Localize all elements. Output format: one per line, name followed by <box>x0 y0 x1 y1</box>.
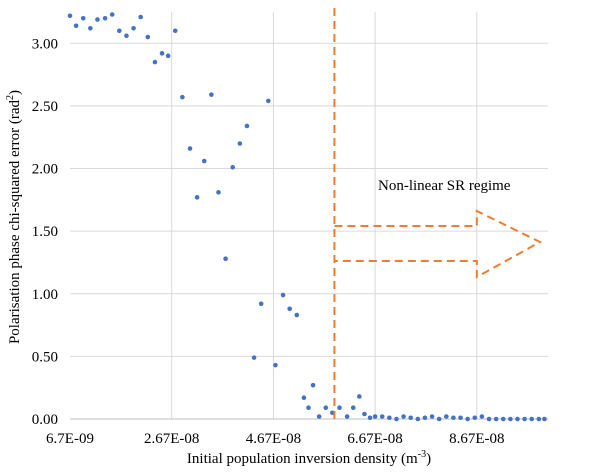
data-point <box>316 414 322 419</box>
data-point <box>209 92 214 97</box>
data-point <box>493 416 499 422</box>
y-tick-label: 2.50 <box>32 99 58 115</box>
data-point <box>117 28 122 34</box>
data-point <box>344 414 350 419</box>
data-point <box>350 405 356 411</box>
x-tick-label: 2.67E-08 <box>144 431 199 447</box>
data-point <box>310 382 316 388</box>
data-point <box>515 416 520 422</box>
data-point <box>306 405 311 411</box>
data-point <box>357 394 362 399</box>
data-point <box>394 416 399 422</box>
data-point <box>266 98 271 104</box>
data-point <box>387 415 392 421</box>
data-point <box>479 414 485 419</box>
data-point <box>472 415 478 421</box>
data-point <box>124 33 129 39</box>
data-point <box>294 312 300 318</box>
regime-annotation <box>333 8 543 419</box>
data-point <box>138 14 143 20</box>
x-tick-label: 6.67E-08 <box>347 431 402 447</box>
data-point <box>529 416 535 422</box>
data-point <box>458 415 463 421</box>
data-point <box>429 414 435 419</box>
data-point <box>273 362 278 368</box>
gridlines <box>70 12 548 419</box>
data-point <box>152 59 158 65</box>
data-point <box>323 405 329 411</box>
y-tick-label: 0.00 <box>32 412 58 428</box>
data-point <box>408 415 414 421</box>
data-point <box>95 17 100 22</box>
y-tick-label: 3.00 <box>32 36 58 52</box>
data-point <box>536 416 542 422</box>
x-tick-label: 8.67E-08 <box>449 431 504 447</box>
x-tick-label: 6.7E-09 <box>46 431 94 447</box>
data-point <box>379 414 385 419</box>
data-point <box>216 190 221 195</box>
data-point <box>443 414 449 419</box>
data-point <box>372 414 378 419</box>
data-point <box>187 146 193 151</box>
data-point <box>244 123 250 129</box>
data-point <box>237 141 243 146</box>
data-point <box>465 416 470 422</box>
x-tick-label: 4.67E-08 <box>246 431 301 447</box>
data-points <box>67 12 547 422</box>
data-point <box>451 415 456 421</box>
y-tick-labels: 0.00 0.50 1.00 1.50 2.00 2.50 3.00 <box>32 36 58 428</box>
data-point <box>180 94 185 100</box>
data-point <box>367 415 373 421</box>
data-point <box>145 34 151 40</box>
y-axis-title: Polarisation phase chi-squared error (ra… <box>5 90 23 344</box>
data-point <box>67 13 73 19</box>
data-point <box>80 15 86 21</box>
data-point <box>159 51 165 56</box>
data-point <box>194 195 200 200</box>
data-point <box>486 416 492 422</box>
data-point <box>401 414 406 419</box>
data-point <box>230 164 236 170</box>
x-axis-title: Initial population inversion density (m-… <box>187 449 431 467</box>
data-point <box>109 12 115 17</box>
y-tick-label: 2.00 <box>32 162 58 178</box>
x-tick-labels: 6.7E-09 2.67E-08 4.67E-08 6.67E-08 8.67E-08 <box>46 431 504 447</box>
data-point <box>415 416 421 422</box>
data-point <box>337 405 342 411</box>
data-point <box>102 15 108 21</box>
data-point <box>542 416 547 422</box>
regime-annotation-label: Non-linear SR regime <box>378 178 511 194</box>
data-point <box>362 411 367 417</box>
data-point <box>258 301 264 307</box>
data-point <box>131 25 136 31</box>
data-point <box>436 416 442 422</box>
y-tick-label: 1.00 <box>32 287 58 303</box>
regime-arrow <box>334 209 543 279</box>
data-point <box>201 158 207 164</box>
data-point <box>287 306 292 312</box>
data-point <box>280 292 286 298</box>
y-tick-label: 0.50 <box>32 349 58 365</box>
data-point <box>223 256 228 262</box>
data-point <box>165 53 171 59</box>
data-point <box>88 25 93 31</box>
data-point <box>522 416 527 422</box>
data-point <box>251 355 257 360</box>
data-point <box>301 395 307 401</box>
data-point <box>73 23 79 29</box>
data-point <box>422 415 428 421</box>
data-point <box>500 416 506 422</box>
y-tick-label: 1.50 <box>32 224 58 240</box>
data-point <box>172 28 178 34</box>
data-point <box>508 416 513 422</box>
